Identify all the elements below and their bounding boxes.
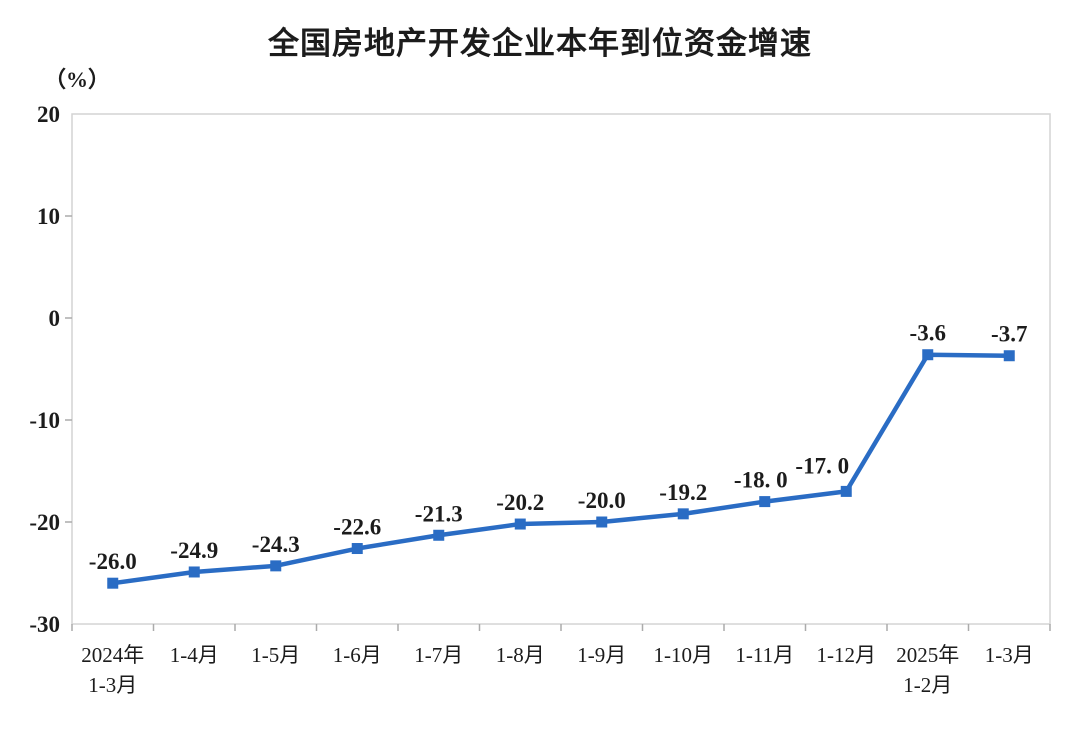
y-tick-label: 20 [37, 102, 60, 127]
x-tick-label: 1-4月 [170, 643, 219, 667]
data-label: -24.9 [170, 538, 218, 563]
data-label: -26.0 [89, 549, 137, 574]
x-tick-label: 1-11月 [735, 643, 794, 667]
data-label: -17. 0 [795, 453, 849, 478]
data-point-marker [351, 543, 363, 555]
data-label: -3.6 [910, 321, 946, 346]
plot-border [71, 113, 1051, 625]
x-tick-label: 1-5月 [251, 643, 300, 667]
y-tick-label: 0 [49, 306, 61, 331]
x-tick-label: 1-8月 [496, 643, 545, 667]
data-point-marker [433, 529, 445, 541]
x-tick-label: 1-12月 [817, 643, 877, 667]
data-label: -18. 0 [734, 468, 788, 493]
data-point-marker [514, 518, 526, 530]
x-tick-label: 1-6月 [333, 643, 382, 667]
y-tick-label: 10 [37, 204, 60, 229]
data-label: -3.7 [991, 322, 1027, 347]
x-tick-label: 1-3月 [88, 673, 137, 697]
data-point-marker [596, 516, 608, 528]
data-label: -22.6 [333, 515, 381, 540]
data-label: -20.0 [578, 488, 626, 513]
x-tick-label: 1-9月 [577, 643, 626, 667]
series-line [110, 352, 1012, 586]
y-tick-label: -10 [29, 408, 60, 433]
data-point-marker [922, 349, 934, 361]
x-tick-label: 2025年 [896, 643, 959, 667]
x-tick-label: 1-2月 [903, 673, 952, 697]
data-label: -24.3 [252, 532, 300, 557]
x-tick-label: 2024年 [81, 643, 144, 667]
data-point-marker [1003, 350, 1015, 362]
data-point-marker [677, 508, 689, 520]
y-tick-label: -20 [29, 510, 60, 535]
data-label: -19.2 [659, 480, 707, 505]
data-label: -21.3 [415, 501, 463, 526]
data-point-marker [270, 560, 282, 572]
x-tick-label: 1-7月 [414, 643, 463, 667]
data-point-marker [107, 577, 119, 589]
data-point-marker [188, 566, 200, 578]
y-tick-label: -30 [29, 612, 60, 637]
chart-title: 全国房地产开发企业本年到位资金增速 [268, 26, 812, 62]
y-axis-unit-label: （%） [44, 67, 111, 92]
data-point-marker [840, 485, 852, 497]
x-tick-label: 1-10月 [654, 643, 714, 667]
x-tick-label: 1-3月 [985, 643, 1034, 667]
data-point-marker [759, 496, 771, 508]
data-label: -20.2 [496, 490, 544, 515]
